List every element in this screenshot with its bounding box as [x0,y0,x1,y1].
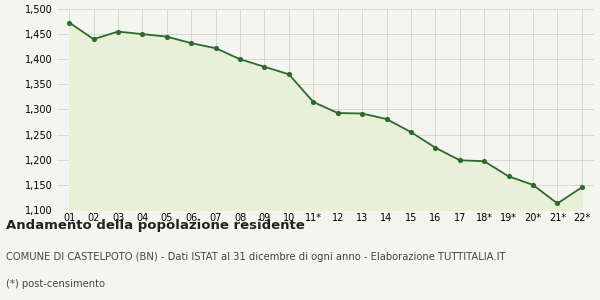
Text: (*) post-censimento: (*) post-censimento [6,279,105,289]
Point [504,174,514,179]
Point [333,111,343,116]
Point [113,29,123,34]
Point [528,182,538,187]
Point [211,46,220,51]
Point [455,158,464,163]
Point [260,64,269,69]
Point [382,117,391,122]
Point [64,20,74,25]
Point [137,32,147,37]
Text: Andamento della popolazione residente: Andamento della popolazione residente [6,219,305,232]
Point [406,130,416,134]
Point [235,57,245,62]
Point [553,201,562,206]
Text: COMUNE DI CASTELPOTO (BN) - Dati ISTAT al 31 dicembre di ogni anno - Elaborazion: COMUNE DI CASTELPOTO (BN) - Dati ISTAT a… [6,252,505,262]
Point [162,34,172,39]
Point [308,100,318,104]
Point [358,111,367,116]
Point [89,37,98,41]
Point [479,159,489,164]
Point [284,72,293,77]
Point [577,185,587,190]
Point [187,41,196,46]
Point [431,145,440,150]
